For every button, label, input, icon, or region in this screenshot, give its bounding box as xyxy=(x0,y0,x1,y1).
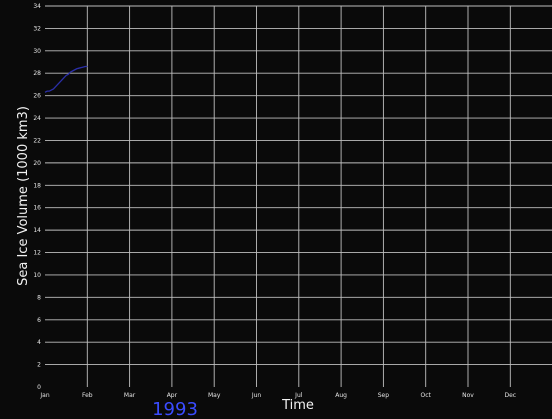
y-tick-label: 22 xyxy=(33,137,41,144)
y-tick-label: 10 xyxy=(33,272,41,279)
y-tick-label: 20 xyxy=(33,160,41,167)
y-tick-label: 2 xyxy=(37,362,41,369)
x-tick-label: Oct xyxy=(421,392,432,399)
x-tick-label: Aug xyxy=(335,392,347,399)
x-tick-label: Mar xyxy=(124,392,136,399)
x-tick-labels: Jan Feb Mar Apr May Jun Jul Aug Sep Oct Nov Dec xyxy=(39,392,516,399)
x-tick-label: Nov xyxy=(462,392,474,399)
y-tick-label: 12 xyxy=(33,250,41,257)
x-tick-label: Sep xyxy=(378,392,390,399)
x-axis-label: Time xyxy=(281,398,314,413)
x-tick-label: Jan xyxy=(39,392,49,399)
x-tick-label: Jul xyxy=(294,392,303,399)
y-tick-label: 34 xyxy=(33,3,41,10)
y-tick-label: 0 xyxy=(37,384,41,391)
y-axis-label: Sea Ice Volume (1000 km3) xyxy=(16,106,31,286)
series-line xyxy=(44,65,88,93)
x-tick-label: Dec xyxy=(504,392,516,399)
y-tick-label: 28 xyxy=(33,70,41,77)
x-tick-label: Feb xyxy=(82,392,93,399)
y-tick-label: 32 xyxy=(33,25,41,32)
y-tick-label: 16 xyxy=(33,205,41,212)
y-tick-label: 26 xyxy=(33,93,41,100)
x-tick-label: May xyxy=(208,392,221,399)
y-tick-label: 8 xyxy=(37,294,41,301)
x-tick-label: Jun xyxy=(251,392,262,399)
y-tick-label: 30 xyxy=(33,48,41,55)
y-tick-label: 18 xyxy=(33,182,41,189)
y-tick-label: 24 xyxy=(33,115,41,122)
series-lines xyxy=(44,65,88,93)
gridlines xyxy=(45,5,552,387)
x-tick-label: Apr xyxy=(167,392,178,399)
y-tick-label: 14 xyxy=(33,227,41,234)
y-tick-label: 6 xyxy=(37,317,41,324)
year-label: 1993 xyxy=(152,399,198,419)
y-tick-label: 4 xyxy=(37,339,41,346)
